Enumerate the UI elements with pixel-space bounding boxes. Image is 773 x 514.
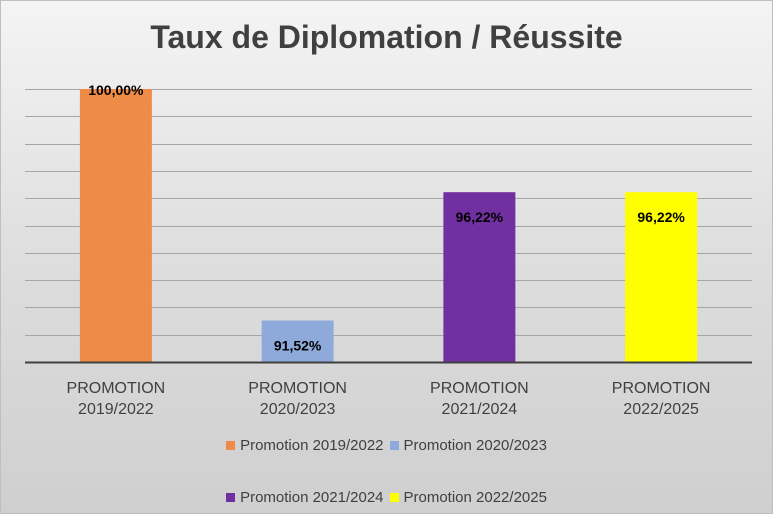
- data-label-3: 96,22%: [456, 209, 504, 225]
- category-label-line: 2022/2025: [623, 401, 699, 418]
- legend-label: Promotion 2022/2025: [403, 488, 547, 506]
- category-label-line: 2020/2023: [259, 401, 336, 418]
- legend-label: Promotion 2020/2023: [403, 436, 547, 454]
- category-label-line: PROMOTION: [248, 380, 347, 397]
- bar-3: [443, 192, 516, 362]
- legend: Promotion 2019/2022 Promotion 2020/2023 Pr…: [1, 435, 772, 507]
- category-label-4: PROMOTION 2022/2025: [571, 378, 751, 420]
- legend-swatch: [389, 492, 399, 502]
- legend-item-4: Promotion 2022/2025: [389, 487, 547, 507]
- category-label-1: PROMOTION 2019/2022: [26, 378, 206, 420]
- legend-item-3: Promotion 2021/2024: [226, 487, 384, 507]
- category-label-line: PROMOTION: [430, 380, 529, 397]
- category-label-line: 2021/2024: [441, 401, 518, 418]
- bar-2: [261, 320, 334, 362]
- data-label-1: 100,00%: [88, 82, 144, 98]
- legend-swatch: [226, 492, 236, 502]
- category-label-line: PROMOTION: [611, 380, 711, 397]
- legend-swatch: [389, 440, 399, 450]
- category-label-line: PROMOTION: [66, 380, 166, 397]
- data-label-4: 96,22%: [637, 209, 685, 225]
- data-label-2: 91,52%: [274, 338, 322, 354]
- legend-label: Promotion 2019/2022: [240, 436, 384, 454]
- legend-item-1: Promotion 2019/2022: [226, 435, 384, 455]
- category-label-2: PROMOTION 2020/2023: [208, 378, 388, 420]
- category-label-line: 2019/2022: [78, 401, 154, 418]
- chart-title: Taux de Diplomation / Réussite: [150, 19, 623, 55]
- bar-1: [79, 89, 152, 362]
- legend-label: Promotion 2021/2024: [240, 488, 384, 506]
- legend-item-2: Promotion 2020/2023: [389, 435, 547, 455]
- bar-4: [625, 192, 698, 362]
- legend-swatch: [226, 440, 236, 450]
- category-label-3: PROMOTION 2021/2024: [389, 378, 569, 420]
